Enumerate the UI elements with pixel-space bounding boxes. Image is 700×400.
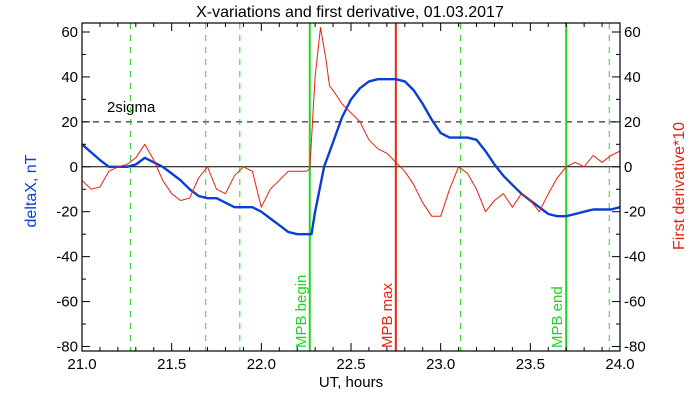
x-tick-label: 21.0 [67, 356, 96, 373]
y-tick-label-right: -20 [624, 204, 646, 221]
marker-label-mpb-end: MPB end [549, 286, 566, 348]
plot-frame [81, 22, 621, 352]
y-tick-label-right: 40 [624, 69, 641, 86]
y-axis-label-right: First derivative*10 [671, 122, 688, 250]
y-tick-label-right: 20 [624, 114, 641, 131]
y-tick-label-left: -40 [56, 249, 78, 266]
axes: 21.0 21.5 22.0 22.5 23.0 23.5 24.0 60 60 40 40 20 20… [56, 22, 646, 373]
y-tick-label-left: 60 [61, 24, 78, 41]
y-tick-label-left: 20 [61, 114, 78, 131]
x-tick-label: 23.0 [426, 356, 455, 373]
x-tick-label: 22.0 [247, 356, 276, 373]
marker-label-mpb-begin: MPB begin [293, 275, 310, 348]
x-tick-label: 21.5 [157, 356, 186, 373]
y-tick-label-left: -20 [56, 204, 78, 221]
sigma-label: 2sigma [107, 99, 156, 116]
event-markers: MPB begin MPB max MPB end [129, 23, 610, 351]
marker-label-mpb-max: MPB max [379, 282, 396, 348]
series-group [81, 27, 621, 236]
y-tick-label-left: 0 [70, 159, 78, 176]
y-tick-label-left: -80 [56, 339, 78, 356]
x-tick-label: 22.5 [336, 356, 365, 373]
x-tick-label: 23.5 [516, 356, 545, 373]
y-tick-label-right: -60 [624, 294, 646, 311]
y-tick-label-right: 0 [624, 159, 632, 176]
reference-lines [82, 121, 620, 168]
y-tick-label-left: 40 [61, 69, 78, 86]
x-tick-label: 24.0 [605, 356, 634, 373]
y-tick-label-right: -40 [624, 249, 646, 266]
x-axis-label: UT, hours [319, 374, 383, 391]
y-tick-label-right: -80 [624, 339, 646, 356]
chart-title: X-variations and first derivative, 01.03… [196, 4, 504, 21]
y-tick-label-right: 60 [624, 24, 641, 41]
y-tick-label-left: -60 [56, 294, 78, 311]
y-axis-label-left: deltaX, nT [23, 154, 40, 227]
series-line-derivative [81, 27, 621, 217]
